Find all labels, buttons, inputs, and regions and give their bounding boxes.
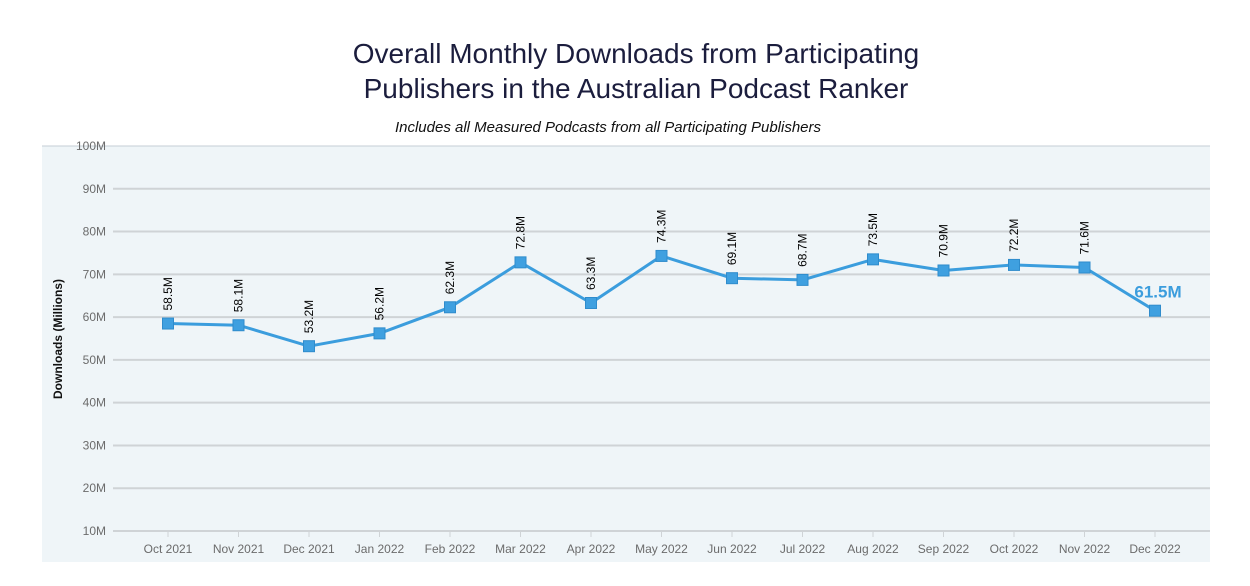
x-tick-label: Dec 2022 — [1129, 542, 1181, 556]
y-tick-label: 70M — [83, 267, 106, 281]
x-tick-label: Dec 2021 — [283, 542, 335, 556]
x-tick-label: May 2022 — [635, 542, 688, 556]
x-tick-label: Sep 2022 — [918, 542, 970, 556]
x-tick-label: Nov 2021 — [213, 542, 265, 556]
x-tick-label: Feb 2022 — [425, 542, 476, 556]
data-point — [232, 319, 245, 332]
x-tick-label: Nov 2022 — [1059, 542, 1111, 556]
x-axis: Oct 2021 Nov 2021 Dec 2021 Jan 2022 Feb 2022… — [144, 531, 1181, 556]
x-tick-label: Oct 2022 — [990, 542, 1039, 556]
data-label: 61.5M — [1134, 283, 1181, 302]
y-tick-label: 100M — [76, 139, 106, 153]
data-label: 68.7M — [796, 234, 810, 267]
data-point — [1078, 261, 1091, 274]
data-label: 74.3M — [655, 210, 669, 243]
data-label: 56.2M — [373, 287, 387, 320]
data-point — [585, 296, 597, 309]
chart-title-line-1: Overall Monthly Downloads from Participa… — [352, 38, 920, 69]
y-tick-label: 40M — [83, 396, 106, 410]
data-label: 72.8M — [514, 216, 528, 249]
y-axis: 10M 20M 30M 40M 50M 60M 70M 80M 90M 100M — [76, 139, 106, 538]
data-labels: 58.5M 58.1M 53.2M 56.2M 62.3M 72.8M 63.3M 74.3M… — [161, 210, 1182, 334]
x-tick-label: Jan 2022 — [355, 542, 405, 556]
chart-subtitle: Includes all Measured Podcasts from all … — [394, 119, 822, 136]
x-tick-label: Jun 2022 — [707, 542, 757, 556]
gridlines — [113, 187, 1210, 532]
x-tick-label: Oct 2021 — [144, 542, 193, 556]
data-label: 72.2M — [1007, 219, 1021, 252]
data-label: 53.2M — [302, 300, 316, 333]
data-point — [796, 273, 809, 286]
data-label: 62.3M — [443, 261, 457, 294]
data-point — [867, 253, 879, 266]
x-tick-label: Mar 2022 — [495, 542, 546, 556]
y-tick-label: 30M — [83, 438, 106, 452]
data-point — [303, 340, 315, 353]
data-point — [726, 272, 738, 285]
y-tick-label: 80M — [83, 225, 106, 239]
plot-background — [42, 146, 1210, 562]
x-tick-label: Jul 2022 — [780, 542, 826, 556]
chart-title-line-2: Publishers in the Australian Podcast Ran… — [363, 73, 909, 104]
chart-title: Overall Monthly Downloads from Participa… — [0, 36, 1250, 106]
data-point — [937, 264, 950, 277]
data-label: 70.9M — [937, 224, 951, 257]
data-label: 73.5M — [866, 213, 880, 246]
data-point — [1149, 304, 1161, 317]
y-tick-label: 10M — [83, 524, 106, 538]
data-label: 63.3M — [584, 257, 598, 290]
data-point — [444, 301, 456, 314]
data-point — [373, 327, 386, 340]
data-point — [1008, 258, 1020, 271]
data-point — [655, 249, 668, 262]
data-label: 69.1M — [725, 232, 739, 265]
x-tick-label: Aug 2022 — [847, 542, 899, 556]
data-label: 71.6M — [1078, 221, 1092, 254]
data-point — [514, 256, 527, 269]
y-axis-label: Downloads (Millions) — [51, 279, 65, 399]
data-markers — [162, 249, 1161, 353]
data-point — [162, 317, 174, 330]
y-tick-label: 90M — [83, 182, 106, 196]
data-label: 58.1M — [232, 279, 246, 312]
y-tick-label: 60M — [83, 310, 106, 324]
y-tick-label: 50M — [83, 353, 106, 367]
y-tick-label: 20M — [83, 481, 106, 495]
data-label: 58.5M — [161, 277, 175, 310]
x-tick-label: Apr 2022 — [567, 542, 616, 556]
